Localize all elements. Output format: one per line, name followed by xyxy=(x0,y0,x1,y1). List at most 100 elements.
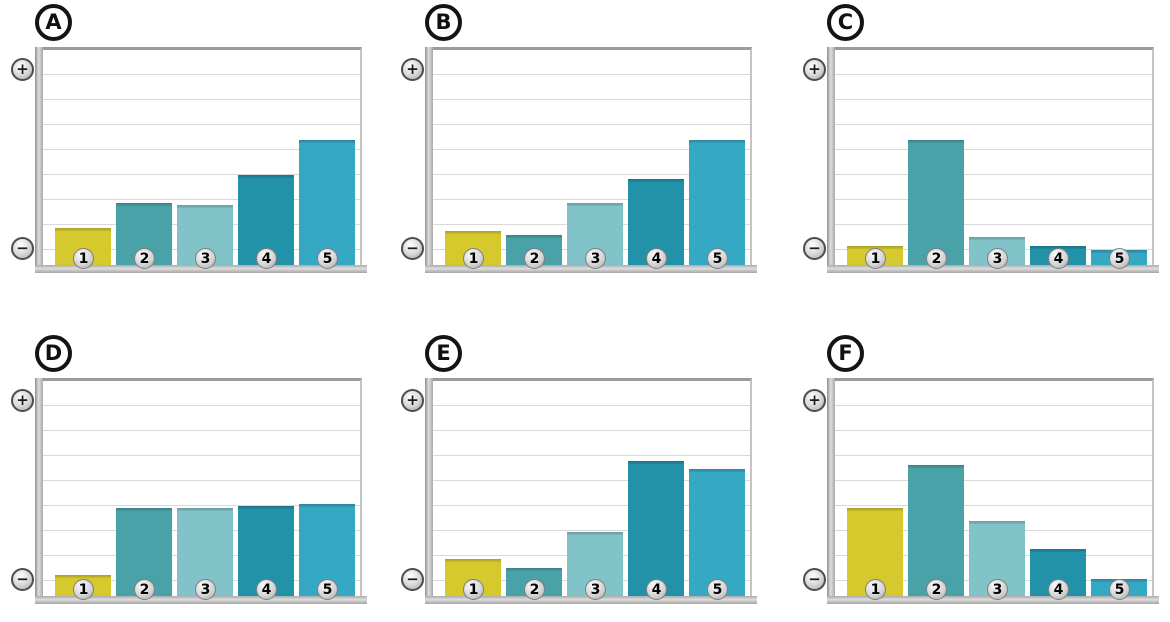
panel-label: E xyxy=(436,341,451,365)
bar-number-badge-3: 3 xyxy=(585,579,606,600)
bar-chart: 1 2 3 4 5 xyxy=(827,47,1159,273)
panel-label-badge: D xyxy=(35,335,72,372)
chart-panel-a: A + − 1 2 3 4 5 xyxy=(9,4,371,273)
plot-area: 1 2 3 4 5 xyxy=(43,378,362,600)
bar-number-badge-3: 3 xyxy=(585,248,606,269)
chart-row: + − 1 2 3 4 5 xyxy=(399,47,761,273)
bar-number-badge-4: 4 xyxy=(1048,248,1069,269)
bar-number-badge-2: 2 xyxy=(926,248,947,269)
y-axis xyxy=(425,378,433,597)
bar-number-badge-1: 1 xyxy=(73,248,94,269)
bar-chart: 1 2 3 4 5 xyxy=(425,47,757,273)
bar-number-badge-4: 4 xyxy=(256,579,277,600)
bar-number-badge-4: 4 xyxy=(1048,579,1069,600)
bar-number-badge-1: 1 xyxy=(463,248,484,269)
y-axis xyxy=(827,378,835,597)
bar-5 xyxy=(299,140,355,265)
bar-2 xyxy=(908,464,964,596)
panel-label: A xyxy=(45,10,62,34)
bar-1 xyxy=(847,507,903,596)
panel-label-badge: F xyxy=(827,335,864,372)
chart-panel-c: C + − 1 2 3 4 5 xyxy=(801,4,1163,273)
bar-number-badge-5: 5 xyxy=(707,248,728,269)
bar-number-badge-2: 2 xyxy=(926,579,947,600)
plus-icon: + xyxy=(401,58,424,81)
y-axis xyxy=(35,378,43,597)
bar-number-badge-2: 2 xyxy=(134,579,155,600)
chart-row: + − 1 2 3 4 5 xyxy=(801,47,1163,273)
plus-icon: + xyxy=(401,389,424,412)
plot-area: 1 2 3 4 5 xyxy=(433,47,752,269)
minus-icon: − xyxy=(11,237,34,260)
bar-number-badge-2: 2 xyxy=(524,248,545,269)
plot-area: 1 2 3 4 5 xyxy=(835,47,1154,269)
bar-number-badge-5: 5 xyxy=(707,579,728,600)
bar-chart: 1 2 3 4 5 xyxy=(425,378,757,604)
chart-row: + − 1 2 3 4 5 xyxy=(9,378,371,604)
plus-icon: + xyxy=(11,58,34,81)
bar-number-badge-3: 3 xyxy=(195,579,216,600)
chart-row: + − 1 2 3 4 5 xyxy=(801,378,1163,604)
bar-number-badge-1: 1 xyxy=(865,248,886,269)
bar-number-badge-4: 4 xyxy=(646,248,667,269)
panel-label-badge: E xyxy=(425,335,462,372)
bar-chart: 1 2 3 4 5 xyxy=(827,378,1159,604)
panel-label: C xyxy=(837,10,854,34)
bar-number-badge-5: 5 xyxy=(1109,579,1130,600)
bar-chart: 1 2 3 4 5 xyxy=(35,378,367,604)
bar-number-badge-2: 2 xyxy=(134,248,155,269)
chart-row: + − 1 2 3 4 5 xyxy=(9,47,371,273)
bar-number-badge-3: 3 xyxy=(195,248,216,269)
plot-area: 1 2 3 4 5 xyxy=(43,47,362,269)
panel-label: F xyxy=(838,341,853,365)
x-axis xyxy=(425,265,757,273)
x-axis xyxy=(827,596,1159,604)
panel-label: D xyxy=(44,341,63,365)
bar-3 xyxy=(567,531,623,596)
minus-icon: − xyxy=(401,237,424,260)
bar-number-badge-4: 4 xyxy=(256,248,277,269)
bar-2 xyxy=(908,140,964,265)
bar-4 xyxy=(628,460,684,596)
panel-label: B xyxy=(435,10,452,34)
chart-panel-f: F + − 1 2 3 4 5 xyxy=(801,335,1163,604)
panel-label-badge: B xyxy=(425,4,462,41)
y-axis xyxy=(827,47,835,266)
bar-number-badge-3: 3 xyxy=(987,579,1008,600)
bar-number-badge-1: 1 xyxy=(463,579,484,600)
bar-number-badge-5: 5 xyxy=(1109,248,1130,269)
chart-panel-b: B + − 1 2 3 4 5 xyxy=(399,4,761,273)
plus-icon: + xyxy=(11,389,34,412)
minus-icon: − xyxy=(803,568,826,591)
bar-2 xyxy=(116,507,172,596)
chart-panel-d: D + − 1 2 3 4 5 xyxy=(9,335,371,604)
panel-label-badge: C xyxy=(827,4,864,41)
plus-icon: + xyxy=(803,389,826,412)
plot-area: 1 2 3 4 5 xyxy=(433,378,752,600)
bar-number-badge-4: 4 xyxy=(646,579,667,600)
chart-panel-e: E + − 1 2 3 4 5 xyxy=(399,335,761,604)
y-axis xyxy=(35,47,43,266)
minus-icon: − xyxy=(11,568,34,591)
plot-area: 1 2 3 4 5 xyxy=(835,378,1154,600)
bar-number-badge-3: 3 xyxy=(987,248,1008,269)
panel-label-badge: A xyxy=(35,4,72,41)
chart-row: + − 1 2 3 4 5 xyxy=(399,378,761,604)
plus-icon: + xyxy=(803,58,826,81)
bar-number-badge-1: 1 xyxy=(73,579,94,600)
minus-icon: − xyxy=(803,237,826,260)
bar-number-badge-1: 1 xyxy=(865,579,886,600)
x-axis xyxy=(425,596,757,604)
bar-chart: 1 2 3 4 5 xyxy=(35,47,367,273)
x-axis xyxy=(35,596,367,604)
bar-3 xyxy=(567,202,623,265)
bar-number-badge-2: 2 xyxy=(524,579,545,600)
x-axis xyxy=(35,265,367,273)
bar-3 xyxy=(177,204,233,265)
bar-5 xyxy=(299,503,355,596)
x-axis xyxy=(827,265,1159,273)
bar-5 xyxy=(689,469,745,596)
bar-number-badge-5: 5 xyxy=(317,248,338,269)
bar-number-badge-5: 5 xyxy=(317,579,338,600)
